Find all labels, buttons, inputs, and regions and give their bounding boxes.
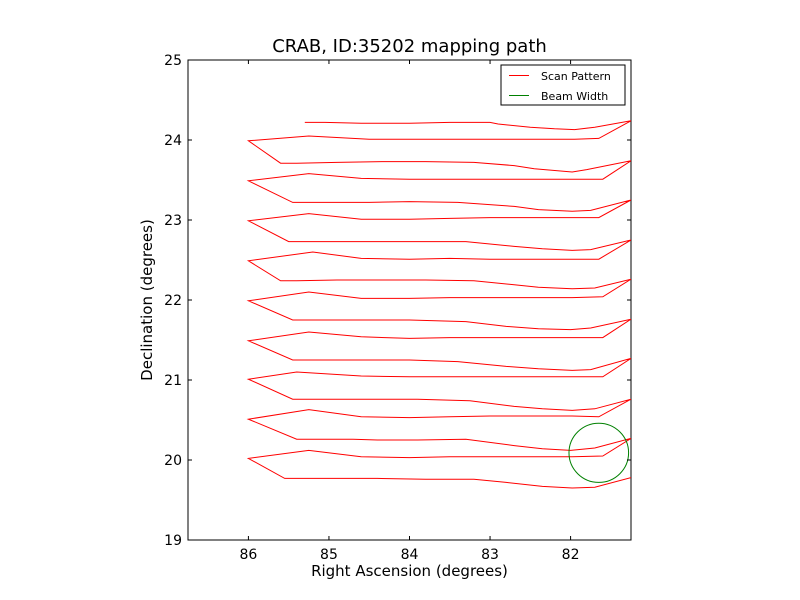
legend-label-beam-width: Beam Width — [541, 90, 608, 103]
legend-label-scan-pattern: Scan Pattern — [541, 70, 611, 83]
y-tick-label: 22 — [164, 293, 182, 309]
y-axis-label: Declination (degrees) — [138, 219, 156, 381]
beam-width-circle — [568, 422, 630, 483]
x-axis: 86 85 84 83 82 — [239, 60, 580, 563]
legend: Scan Pattern Beam Width — [500, 64, 626, 106]
x-tick-label: 82 — [562, 547, 580, 563]
y-tick-label: 19 — [164, 533, 182, 549]
y-tick-label: 20 — [164, 453, 182, 469]
y-tick-label: 24 — [164, 133, 182, 149]
scan-pattern-line — [246, 120, 631, 489]
x-tick-label: 84 — [401, 547, 419, 563]
y-tick-label: 21 — [164, 373, 182, 389]
x-axis-label: Right Ascension (degrees) — [311, 562, 508, 580]
y-tick-label: 23 — [164, 213, 182, 229]
x-tick-label: 85 — [320, 547, 338, 563]
x-tick-label: 83 — [481, 547, 499, 563]
chart-title: CRAB, ID:35202 mapping path — [272, 36, 547, 57]
y-axis: 19 20 21 22 23 24 25 — [164, 53, 631, 549]
y-tick-label: 25 — [164, 53, 182, 69]
series-layer — [246, 120, 631, 489]
x-tick-label: 86 — [239, 547, 257, 563]
legend-box — [500, 64, 626, 106]
